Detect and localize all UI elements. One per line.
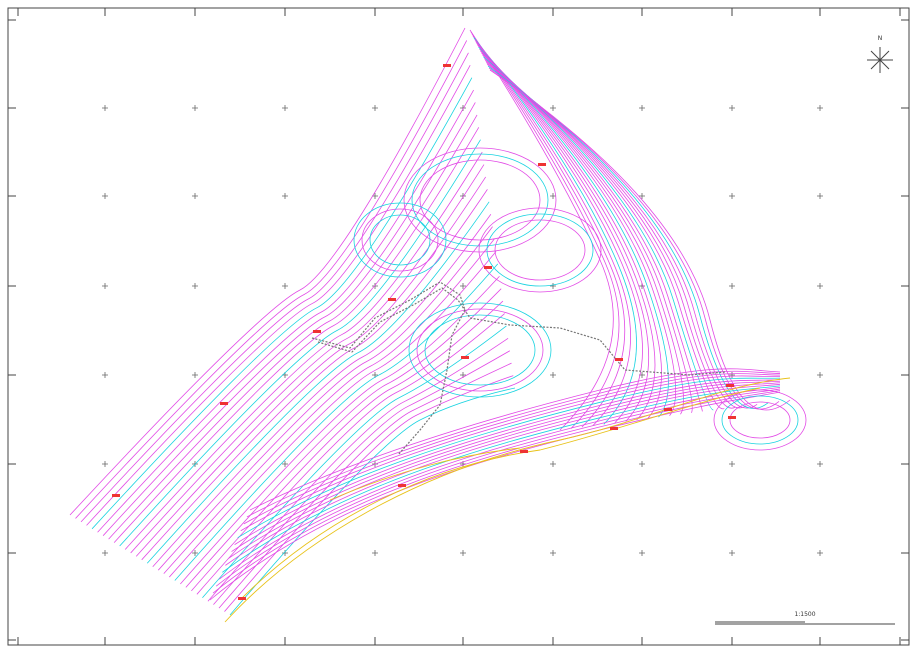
spot-height [520,450,528,453]
scale-label: 1:1500 [794,611,815,618]
spot-height [538,163,546,166]
spot-height [388,298,396,301]
spot-height [615,358,623,361]
spot-height [443,64,451,67]
spot-height [726,384,734,387]
spot-height [484,266,492,269]
map-sheet: N 1:1500 [0,0,917,653]
spot-height [461,356,469,359]
spot-height [728,416,736,419]
spot-height [610,427,618,430]
spot-height [238,597,246,600]
spot-height [313,330,321,333]
spot-height [220,402,228,405]
spot-height [664,408,672,411]
north-label: N [878,35,883,42]
page: N 1:1500 (() => { const data = JSON.pars… [0,0,917,653]
spot-height [398,484,406,487]
spot-height [112,494,120,497]
